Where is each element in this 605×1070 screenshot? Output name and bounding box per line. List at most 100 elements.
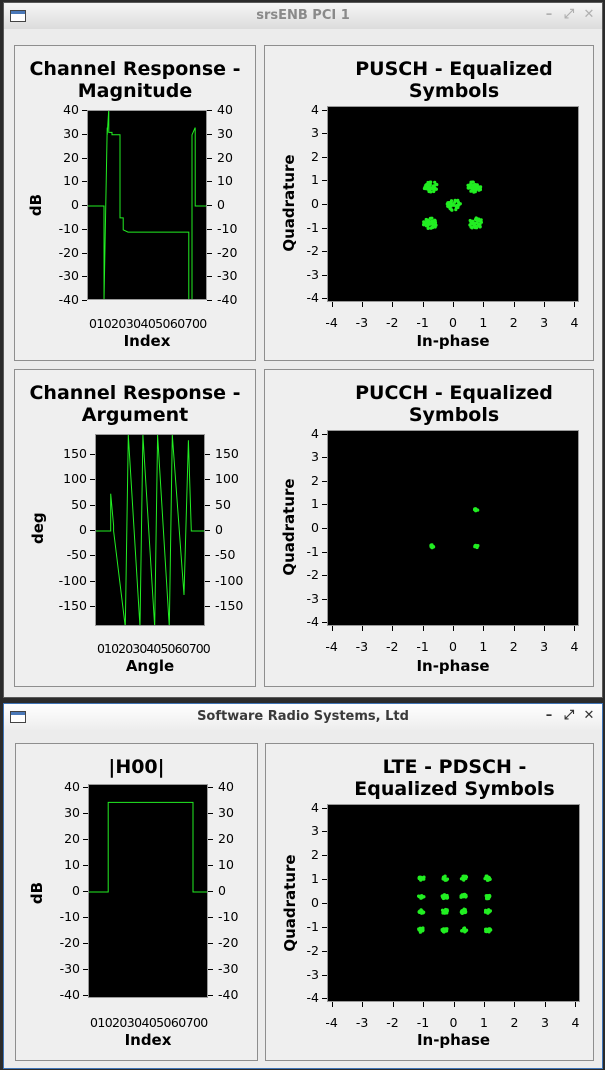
- y-tick-label: -3: [306, 590, 319, 606]
- scatter-point: [445, 909, 449, 913]
- scatter-point: [449, 201, 453, 205]
- tick-mark: [322, 926, 327, 928]
- scatter-point: [465, 928, 469, 932]
- titlebar[interactable]: Software Radio Systems, Ltd – ⤢ ✕: [4, 704, 602, 730]
- tick-mark: [514, 1002, 516, 1007]
- y-tick-label: -3: [306, 266, 319, 282]
- tick-mark: [322, 504, 327, 506]
- tick-mark: [83, 995, 88, 997]
- close-icon[interactable]: ✕: [583, 708, 595, 723]
- scatter-point: [429, 226, 433, 230]
- tick-mark: [83, 812, 88, 814]
- y-tick-label-right: 0: [217, 197, 225, 212]
- plot-area[interactable]: [88, 784, 208, 998]
- tick-mark: [82, 157, 87, 159]
- x-axis-label: Index: [123, 332, 171, 350]
- scatter-point: [489, 928, 493, 932]
- scatter-point: [454, 208, 458, 212]
- y-tick-label: 1: [311, 496, 319, 512]
- tick-mark: [322, 950, 327, 952]
- scatter-point: [432, 219, 437, 223]
- tick-mark: [208, 838, 213, 840]
- tick-mark: [207, 110, 212, 111]
- plot-area[interactable]: [327, 430, 579, 626]
- y-tick-label: 0: [72, 883, 80, 898]
- tick-mark: [453, 1002, 455, 1007]
- y-tick-label: 0: [79, 522, 87, 537]
- y-tick-label-right: -20: [218, 935, 239, 951]
- tick-mark: [361, 302, 363, 307]
- x-tick-labels: 0102030405060700: [89, 316, 207, 331]
- tick-mark: [574, 302, 576, 307]
- x-tick-label: 2: [509, 639, 518, 654]
- y-tick-label: -100: [58, 572, 87, 588]
- maximize-icon[interactable]: ⤢: [563, 708, 575, 723]
- plot-area[interactable]: [327, 106, 579, 302]
- y-tick-label: -1: [306, 543, 319, 559]
- scatter-point: [474, 225, 478, 229]
- tick-mark: [513, 302, 515, 307]
- scatter-point: [421, 928, 425, 932]
- plot-title: PUSCH - Equalized Symbols: [355, 58, 553, 102]
- x-tick-label: 2: [510, 1015, 519, 1030]
- y-tick-label: 4: [311, 101, 319, 117]
- tick-mark: [322, 903, 327, 904]
- y-tick-label-right: 30: [218, 804, 234, 820]
- scatter-point: [469, 180, 473, 184]
- tick-mark: [453, 302, 454, 307]
- tick-mark: [361, 626, 363, 631]
- y-tick-label: 100: [63, 471, 87, 487]
- scatter-point: [485, 927, 489, 931]
- close-icon[interactable]: ✕: [583, 7, 595, 22]
- scatter-point: [446, 204, 450, 208]
- y-tick-label-right: 150: [215, 446, 239, 462]
- y-axis-label: dB: [27, 193, 45, 217]
- maximize-icon[interactable]: ⤢: [563, 7, 575, 22]
- scatter-point: [425, 219, 429, 223]
- x-tick-label: -3: [355, 1015, 369, 1030]
- x-axis-label: In-phase: [416, 332, 490, 350]
- app-icon[interactable]: [10, 711, 26, 723]
- plot-area[interactable]: [95, 434, 205, 626]
- panel-channel-argument: Channel Response - Argument deg 01020304…: [14, 369, 256, 687]
- window-title: Software Radio Systems, Ltd: [197, 709, 409, 724]
- minimize-icon[interactable]: –: [545, 7, 553, 22]
- y-tick-label-right: 10: [218, 856, 234, 872]
- scatter-point: [440, 928, 444, 933]
- app-icon[interactable]: [10, 10, 26, 22]
- tick-mark: [322, 433, 327, 435]
- y-tick-label: -2: [306, 243, 319, 259]
- plot-title: |H00|: [108, 756, 165, 778]
- scatter-point: [417, 895, 421, 899]
- tick-mark: [322, 480, 327, 482]
- plot-area[interactable]: [87, 110, 207, 300]
- panel-pucch-constellation: PUCCH - Equalized Symbols Quadrature In-…: [264, 369, 594, 687]
- minimize-icon[interactable]: –: [545, 708, 553, 723]
- tick-mark: [322, 156, 327, 158]
- x-tick-label: 4: [571, 1015, 580, 1030]
- titlebar[interactable]: srsENB PCI 1 – ⤢ ✕: [4, 3, 602, 29]
- tick-mark: [205, 479, 210, 481]
- window-title: srsENB PCI 1: [256, 8, 350, 23]
- tick-mark: [322, 551, 327, 553]
- x-tick-label: 4: [570, 639, 579, 654]
- tick-mark: [83, 969, 88, 971]
- tick-mark: [423, 1002, 425, 1007]
- y-tick-label-right: -30: [217, 268, 238, 284]
- y-tick-label: -20: [58, 244, 79, 260]
- tick-mark: [322, 274, 327, 276]
- tick-mark: [207, 133, 212, 135]
- y-tick-label: -4: [306, 290, 319, 306]
- plot-area[interactable]: [327, 804, 580, 1002]
- y-tick-label: 30: [64, 804, 80, 820]
- tick-mark: [392, 626, 394, 631]
- y-tick-label-right: -150: [215, 597, 244, 613]
- tick-mark: [574, 626, 576, 631]
- y-tick-label: -10: [58, 220, 79, 236]
- tick-mark: [83, 864, 88, 866]
- x-tick-label: -4: [325, 639, 338, 654]
- y-axis-label: dB: [28, 881, 46, 905]
- x-tick-label: 4: [570, 315, 579, 330]
- tick-mark: [205, 504, 210, 506]
- scatter-point: [426, 185, 430, 189]
